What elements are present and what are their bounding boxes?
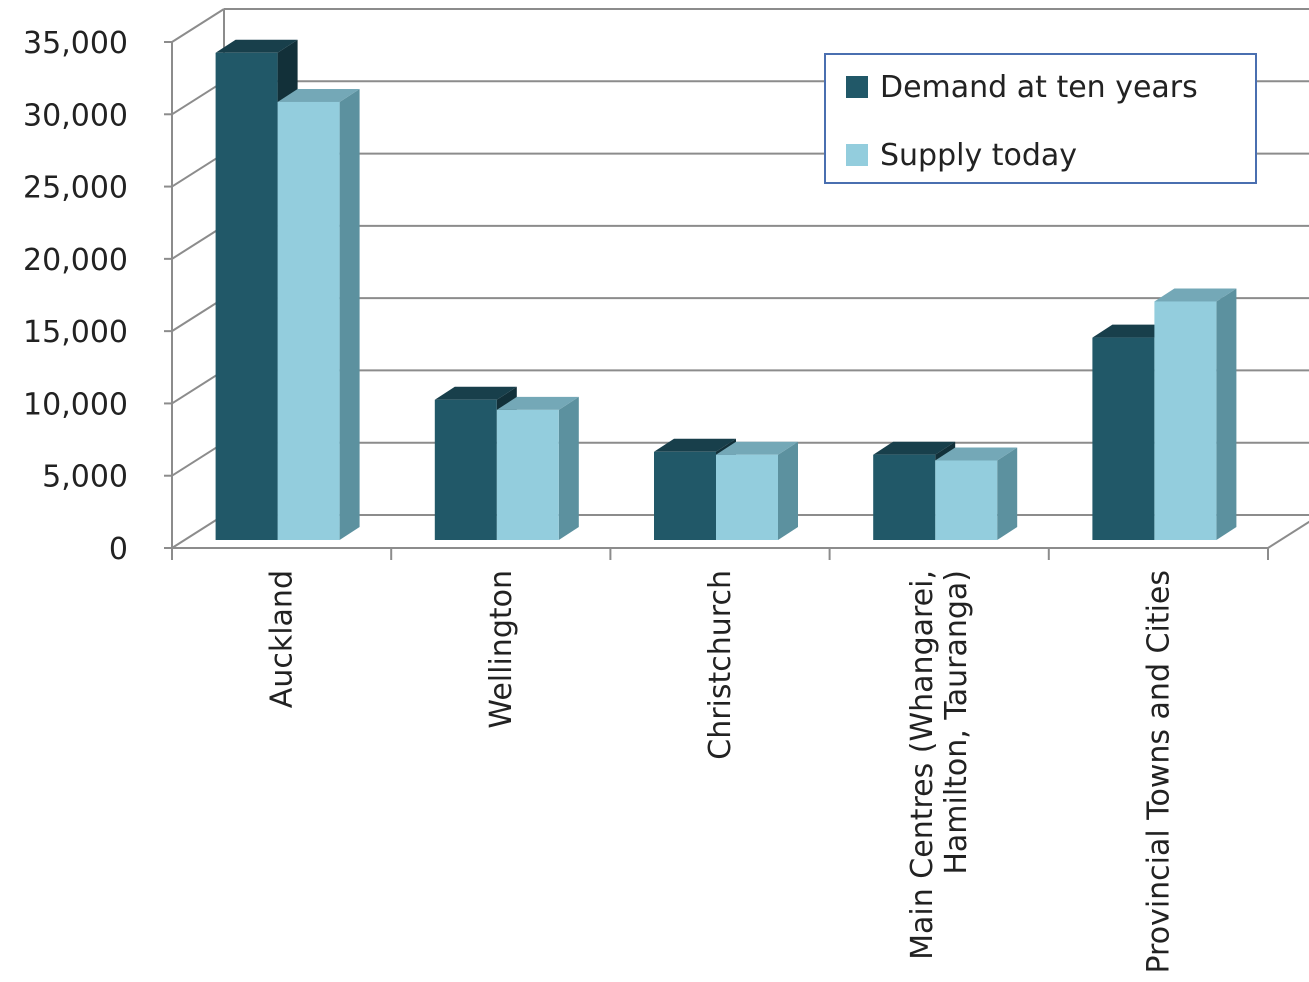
legend: Demand at ten years Supply today (824, 53, 1257, 184)
y-tick-label: 0 (109, 532, 128, 567)
bar-demand (1092, 337, 1155, 540)
bar-supply (935, 460, 998, 540)
y-tick-label: 20,000 (23, 243, 128, 278)
x-tick-label: Hamilton, Tauranga) (939, 570, 974, 875)
bar-top (716, 441, 798, 455)
y-tick-label: 25,000 (23, 171, 128, 206)
gridline-side (171, 441, 225, 477)
y-tick-label: 10,000 (23, 387, 128, 422)
bar-top (434, 386, 517, 400)
y-tick-label: 15,000 (23, 315, 128, 350)
bar-demand (215, 52, 278, 541)
bar-side (339, 88, 360, 540)
gridline-side (171, 8, 225, 43)
bar-top (277, 88, 360, 102)
bar-side (558, 396, 579, 540)
bar-top (935, 447, 1018, 461)
bar-top (496, 396, 579, 410)
bar-top (1154, 288, 1237, 302)
bar-demand (873, 454, 936, 540)
legend-label-supply: Supply today (880, 137, 1078, 173)
y-tick-label: 35,000 (23, 26, 128, 61)
gridline-side (171, 152, 225, 188)
x-tick-label: Auckland (265, 570, 300, 708)
bar-side (1216, 288, 1237, 540)
legend-item-demand: Demand at ten years (846, 67, 1198, 107)
x-tick-label: Christchurch (703, 570, 738, 760)
bar-top (215, 39, 298, 53)
bar-supply (496, 409, 559, 540)
bar-demand (654, 451, 716, 540)
bar-supply (1154, 301, 1217, 540)
bar-side (778, 441, 798, 540)
bar-side (997, 447, 1018, 540)
bar-top (1092, 324, 1175, 338)
gridline-side (171, 514, 225, 549)
bar-demand (434, 399, 497, 540)
bar-top (654, 438, 736, 452)
legend-swatch-supply (846, 144, 868, 166)
floor-edge (1267, 520, 1309, 549)
x-tick-label: Main Centres (Whangarei, (905, 570, 940, 960)
bar-supply (277, 101, 340, 540)
x-tick-label: Provincial Towns and Cities (1141, 570, 1176, 974)
gridline-side (171, 80, 225, 116)
legend-label-demand: Demand at ten years (880, 69, 1198, 105)
bar-supply (716, 454, 778, 540)
legend-swatch-demand (846, 76, 868, 98)
y-tick-label: 30,000 (23, 98, 128, 133)
gridline-side (171, 369, 225, 405)
gridline-side (171, 225, 225, 260)
bar-top (873, 441, 956, 455)
gridline-side (171, 297, 225, 332)
x-tick-label: Wellington (484, 570, 519, 729)
legend-item-supply: Supply today (846, 135, 1077, 175)
y-tick-label: 5,000 (42, 460, 128, 495)
